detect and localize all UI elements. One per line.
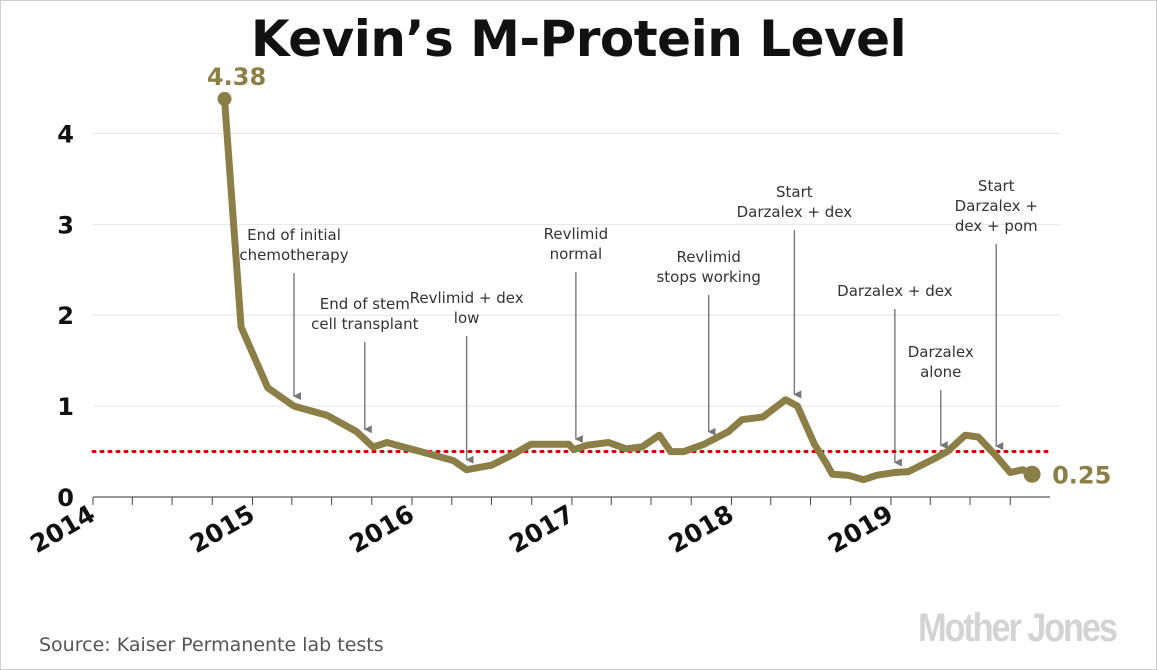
x-tick-label: 2018 <box>664 499 739 559</box>
x-tick-label: 2019 <box>823 499 898 559</box>
x-tick-label: 2016 <box>344 499 419 559</box>
annotation-label: Darzalex <box>908 343 974 361</box>
y-tick-label: 0 <box>57 484 74 512</box>
annotation-label: normal <box>550 245 603 263</box>
annotation-label: End of stem <box>320 295 410 313</box>
annotation-label: Start <box>978 177 1015 195</box>
end-value-label: 0.25 <box>1052 461 1111 489</box>
y-tick-label: 3 <box>57 211 74 239</box>
series-line <box>221 95 1036 484</box>
series-group: 4.38 0.25 <box>207 63 1111 489</box>
annotation-label: Start <box>776 183 813 201</box>
y-tick-label: 4 <box>57 120 74 148</box>
annotation-label: low <box>454 309 480 327</box>
annotation-label: Revlimid + dex <box>410 289 524 307</box>
annotation-label: chemotherapy <box>239 246 348 264</box>
publisher-logo: Mother Jones <box>918 606 1118 650</box>
annotation-label: Revlimid <box>676 248 741 266</box>
annotation-label: cell transplant <box>311 315 419 333</box>
annotations: End of initial chemotherapy End of stem cel… <box>239 177 1038 467</box>
source-note: Source: Kaiser Permanente lab tests <box>39 634 384 656</box>
start-value-label: 4.38 <box>207 63 266 91</box>
x-tick-label: 2017 <box>504 499 579 559</box>
annotation-label: dex + pom <box>955 217 1038 235</box>
annotation-label: Darzalex + dex <box>737 203 853 221</box>
annotation-label: Darzalex + dex <box>837 282 953 300</box>
y-tick-label: 1 <box>57 393 74 421</box>
start-point-marker <box>217 91 232 106</box>
chart-title: Kevin’s M-Protein Level <box>250 10 907 68</box>
y-tick-label: 2 <box>57 302 74 330</box>
annotation-label: alone <box>920 363 961 381</box>
annotation-label: Darzalex + <box>955 197 1038 215</box>
annotation-label: Revlimid <box>544 225 609 243</box>
x-tick-label: 2015 <box>185 499 260 559</box>
annotation-label: stops working <box>656 268 760 286</box>
annotation-label: End of initial <box>247 226 341 244</box>
end-point-marker <box>1023 465 1041 483</box>
